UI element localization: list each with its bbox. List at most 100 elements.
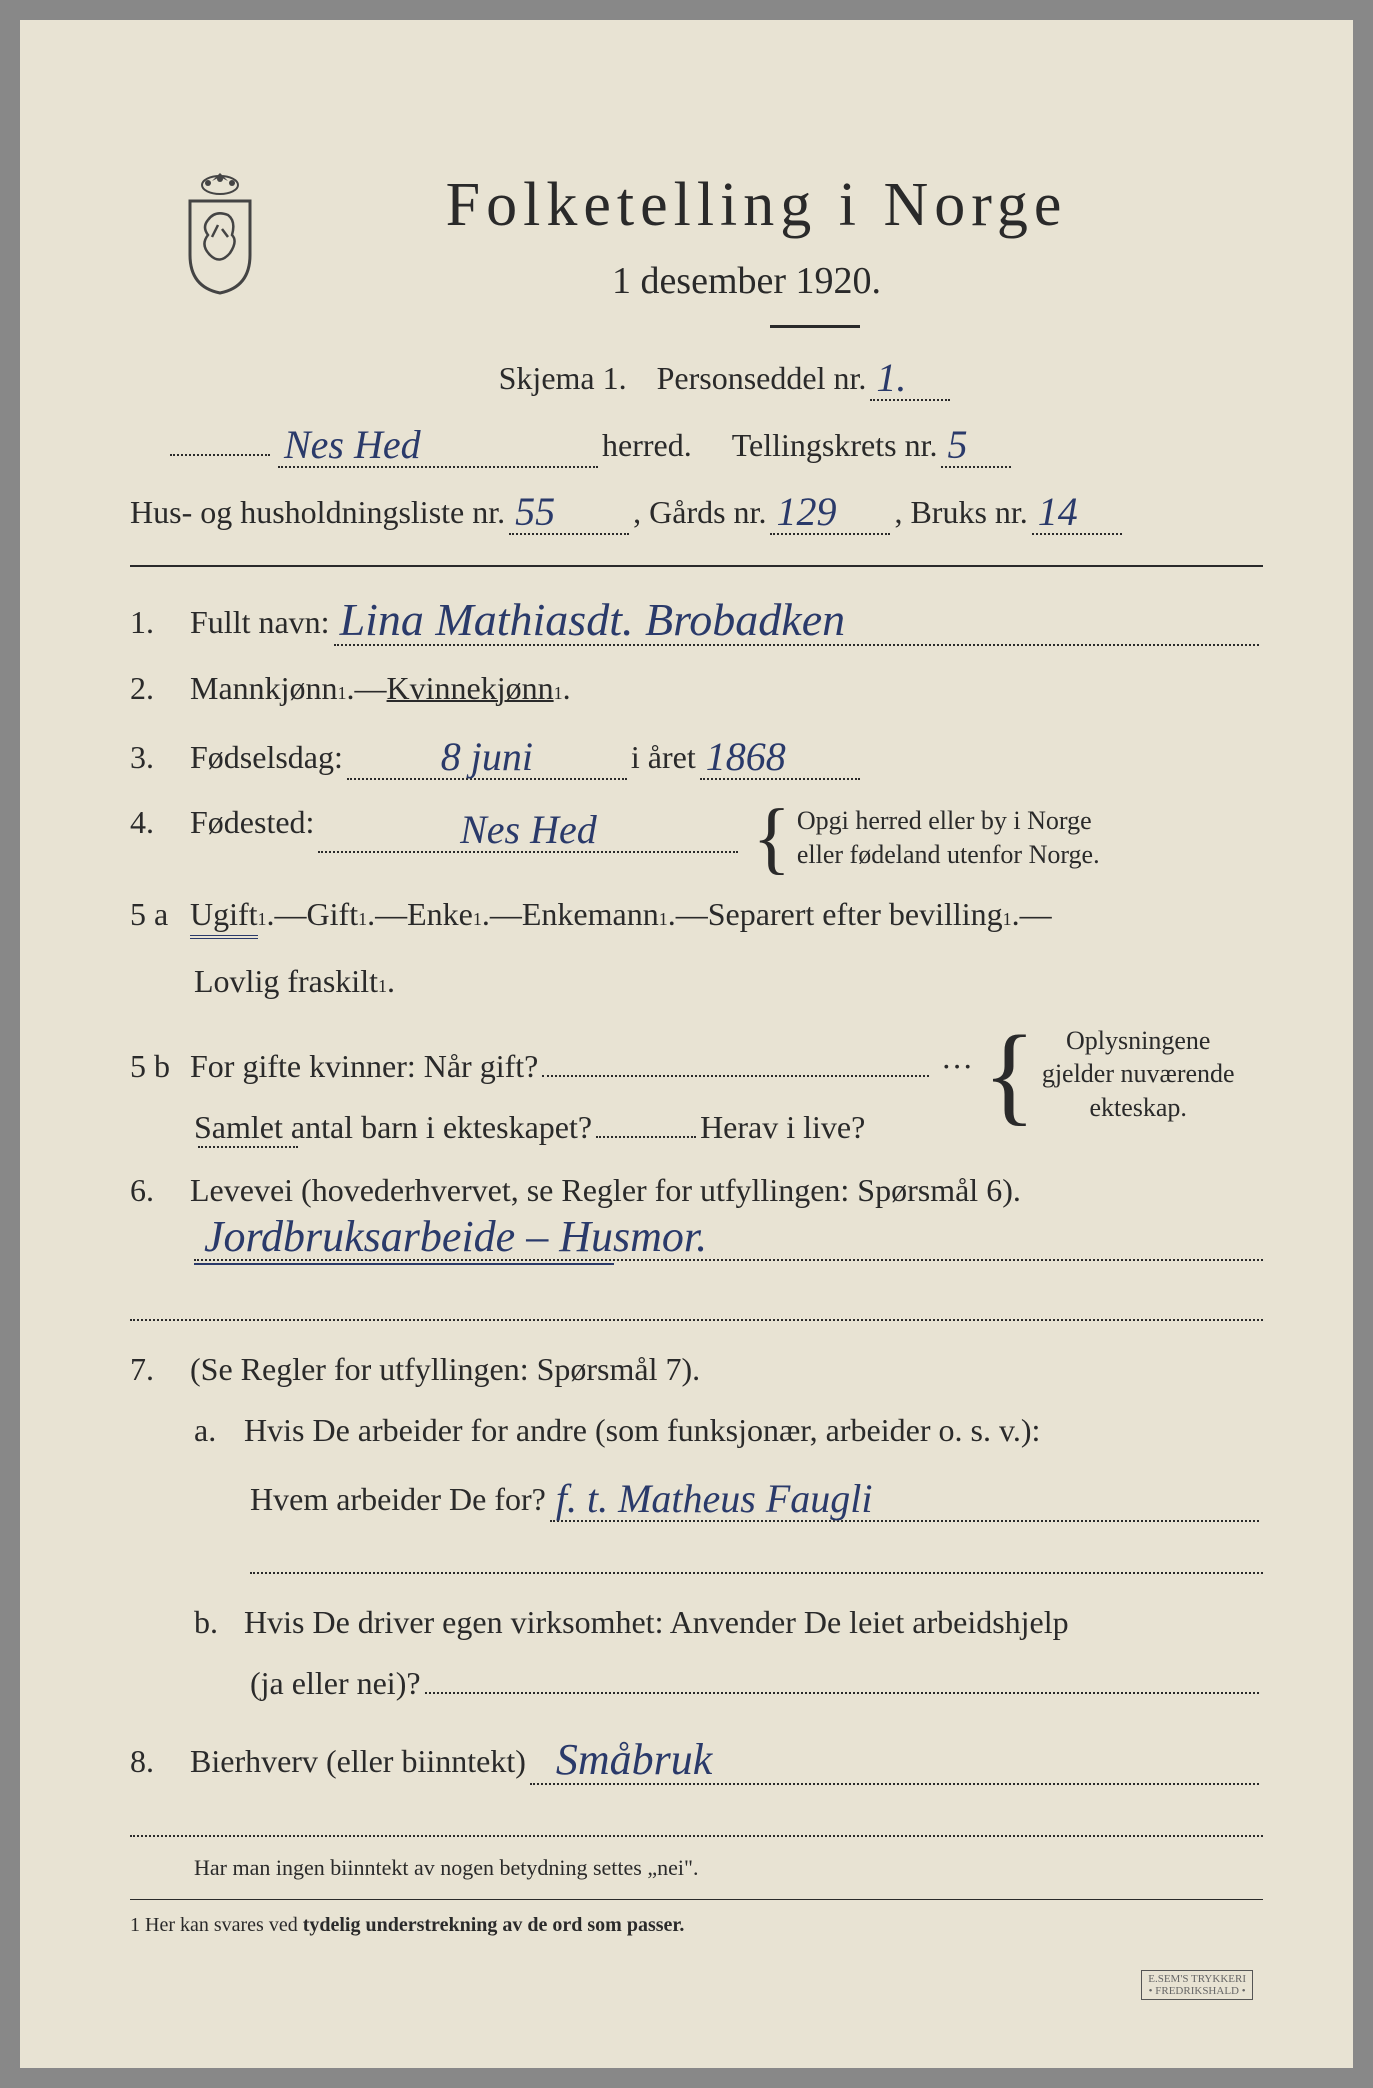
q3-year-label: i året: [631, 739, 696, 776]
q6-num: 6.: [130, 1172, 180, 1209]
skjema-line: Skjema 1. Personseddel nr. 1.: [190, 352, 1263, 401]
q3-year: 1868: [706, 734, 786, 779]
bruks-label: , Bruks nr.: [894, 494, 1027, 531]
q5b-line2: Samlet antal barn i ekteskapet? Herav i …: [194, 1109, 973, 1148]
page-title: Folketelling i Norge: [250, 170, 1263, 241]
section-divider: [130, 565, 1263, 567]
q5a-gift: Gift: [307, 896, 359, 933]
q3-num: 3.: [130, 739, 180, 776]
q8-num: 8.: [130, 1743, 180, 1780]
q8-blank: [130, 1793, 1263, 1837]
q5b-note: { Oplysningene gjelder nuværende ekteska…: [983, 1024, 1263, 1125]
q4-label: Fødested:: [190, 804, 314, 841]
q7a-num: a.: [194, 1412, 234, 1449]
herred-value: Nes Hed: [284, 422, 421, 467]
q2-num: 2.: [130, 670, 180, 707]
hus-nr: 55: [515, 489, 555, 534]
personseddel-label: Personseddel nr.: [657, 360, 867, 397]
personseddel-nr: 1.: [876, 355, 906, 400]
q5a-ugift: Ugift: [190, 896, 258, 939]
footnote-2: 1 Her kan svares ved tydelig understrekn…: [130, 1914, 1263, 1937]
footnote-2-pre: 1 Her kan svares ved: [130, 1914, 303, 1936]
q8-line: 8. Bierhverv (eller biinntekt) Småbruk: [130, 1732, 1263, 1785]
q7a-line2: Hvem arbeider De for? f. t. Matheus Faug…: [250, 1473, 1263, 1522]
gards-label: , Gårds nr.: [633, 494, 766, 531]
q4-note2: eller fødeland utenfor Norge.: [797, 840, 1100, 869]
hus-label: Hus- og husholdningsliste nr.: [130, 494, 505, 531]
q7b-num: b.: [194, 1604, 234, 1641]
footnote-1: Har man ingen biinntekt av nogen betydni…: [194, 1855, 1263, 1881]
q7-num: 7.: [130, 1351, 180, 1388]
q5b-note1: Oplysningene: [1066, 1026, 1210, 1055]
q7a-blank: [250, 1530, 1263, 1574]
q7b-line1: b. Hvis De driver egen virksomhet: Anven…: [194, 1604, 1263, 1641]
q7b-text2: (ja eller nei)?: [250, 1665, 421, 1702]
q2-sup1: 1: [338, 683, 347, 704]
q7b-text1: Hvis De driver egen virksomhet: Anvender…: [244, 1604, 1069, 1641]
q5a-lovlig: Lovlig fraskilt: [194, 963, 378, 1000]
q5a-line2: Lovlig fraskilt1.: [194, 963, 1263, 1000]
q7-label: (Se Regler for utfyllingen: Spørsmål 7).: [190, 1351, 700, 1388]
q6-blank-line: [130, 1277, 1263, 1321]
q5b-line1a: For gifte kvinner: Når gift?: [190, 1048, 538, 1085]
q5b-note3: ekteskap.: [1089, 1093, 1186, 1122]
q2-sup2: 1: [554, 683, 563, 704]
census-form-page: Folketelling i Norge 1 desember 1920. Sk…: [20, 20, 1353, 2068]
q5a-enke: Enke: [407, 896, 473, 933]
q4-line: 4. Fødested: Nes Hed { Opgi herred eller…: [130, 804, 1263, 872]
tellingskrets-label: Tellingskrets nr.: [732, 427, 938, 464]
q2-line: 2. Mannkjønn1. — Kvinnekjønn1.: [130, 670, 1263, 707]
q7a-line1: a. Hvis De arbeider for andre (som funks…: [194, 1412, 1263, 1449]
printer-stamp: E.SEM'S TRYKKERI • FREDRIKSHALD •: [1141, 1970, 1253, 2000]
q7b-line2: (ja eller nei)?: [250, 1665, 1263, 1702]
footnote-divider: [130, 1899, 1263, 1900]
q2-mann: Mannkjønn: [190, 670, 338, 707]
q1-line: 1. Fullt navn: Lina Mathiasdt. Brobadken: [130, 591, 1263, 646]
stamp-line2: • FREDRIKSHALD •: [1149, 1985, 1246, 1997]
q4-num: 4.: [130, 804, 180, 841]
q5a-separert: Separert efter bevilling: [708, 896, 1003, 933]
page-subtitle: 1 desember 1920.: [230, 259, 1263, 303]
q4-note: { Opgi herred eller by i Norge eller fød…: [752, 804, 1099, 872]
q8-value: Småbruk: [536, 1735, 712, 1784]
q5a-enkemann: Enkemann: [522, 896, 659, 933]
q5b-num: 5 b: [130, 1048, 180, 1085]
norway-coat-of-arms-icon: [170, 165, 270, 295]
q5a-line1: 5 a Ugift1. — Gift1. — Enke1. — Enkemann…: [130, 896, 1263, 939]
q7a-value: f. t. Matheus Faugli: [556, 1476, 873, 1521]
q3-day: 8 juni: [441, 734, 533, 779]
bruks-nr: 14: [1038, 489, 1078, 534]
hus-line: Hus- og husholdningsliste nr. 55 , Gårds…: [130, 486, 1263, 535]
q5b-line1: 5 b For gifte kvinner: Når gift? ···: [130, 1048, 973, 1085]
q6-value: Jordbruksarbeide – Husmor.: [204, 1211, 707, 1262]
q5b-note2: gjelder nuværende: [1042, 1059, 1235, 1088]
q2-kvinne: Kvinnekjønn: [387, 670, 554, 707]
footnote-2-bold: tydelig understrekning av de ord som pas…: [303, 1914, 685, 1936]
q3-line: 3. Fødselsdag: 8 juni i året 1868: [130, 731, 1263, 780]
q4-value: Nes Hed: [460, 807, 597, 852]
tellingskrets-nr: 5: [947, 422, 967, 467]
herred-line: Nes Hed herred. Tellingskrets nr. 5: [130, 419, 1263, 468]
q4-note1: Opgi herred eller by i Norge: [797, 806, 1092, 835]
q5b-line2a: Samlet antal barn i ekteskapet?: [194, 1109, 592, 1146]
q3-label: Fødselsdag:: [190, 739, 343, 776]
title-divider: [770, 325, 860, 328]
q7-line: 7. (Se Regler for utfyllingen: Spørsmål …: [130, 1351, 1263, 1388]
herred-label: herred.: [602, 427, 692, 464]
q7a-text1: Hvis De arbeider for andre (som funksjon…: [244, 1412, 1040, 1449]
q1-value: Lina Mathiasdt. Brobadken: [340, 594, 846, 645]
q5b-line2b: Herav i live?: [700, 1109, 865, 1146]
gards-nr: 129: [776, 489, 836, 534]
q6-value-line: Jordbruksarbeide – Husmor.: [194, 1217, 1263, 1261]
q1-num: 1.: [130, 604, 180, 641]
skjema-label: Skjema 1.: [499, 360, 627, 397]
stamp-line1: E.SEM'S TRYKKERI: [1148, 1973, 1246, 1985]
q5b-block: 5 b For gifte kvinner: Når gift? ··· Sam…: [130, 1024, 1263, 1148]
q7a-text2: Hvem arbeider De for?: [250, 1481, 546, 1518]
q1-label: Fullt navn:: [190, 604, 330, 641]
q6-line: 6. Levevei (hovederhvervet, se Regler fo…: [130, 1172, 1263, 1209]
q5a-num: 5 a: [130, 896, 180, 933]
q8-label: Bierhverv (eller biinntekt): [190, 1743, 526, 1780]
q6-hw-underline: [194, 1263, 614, 1265]
q6-label: Levevei (hovederhvervet, se Regler for u…: [190, 1172, 1021, 1209]
